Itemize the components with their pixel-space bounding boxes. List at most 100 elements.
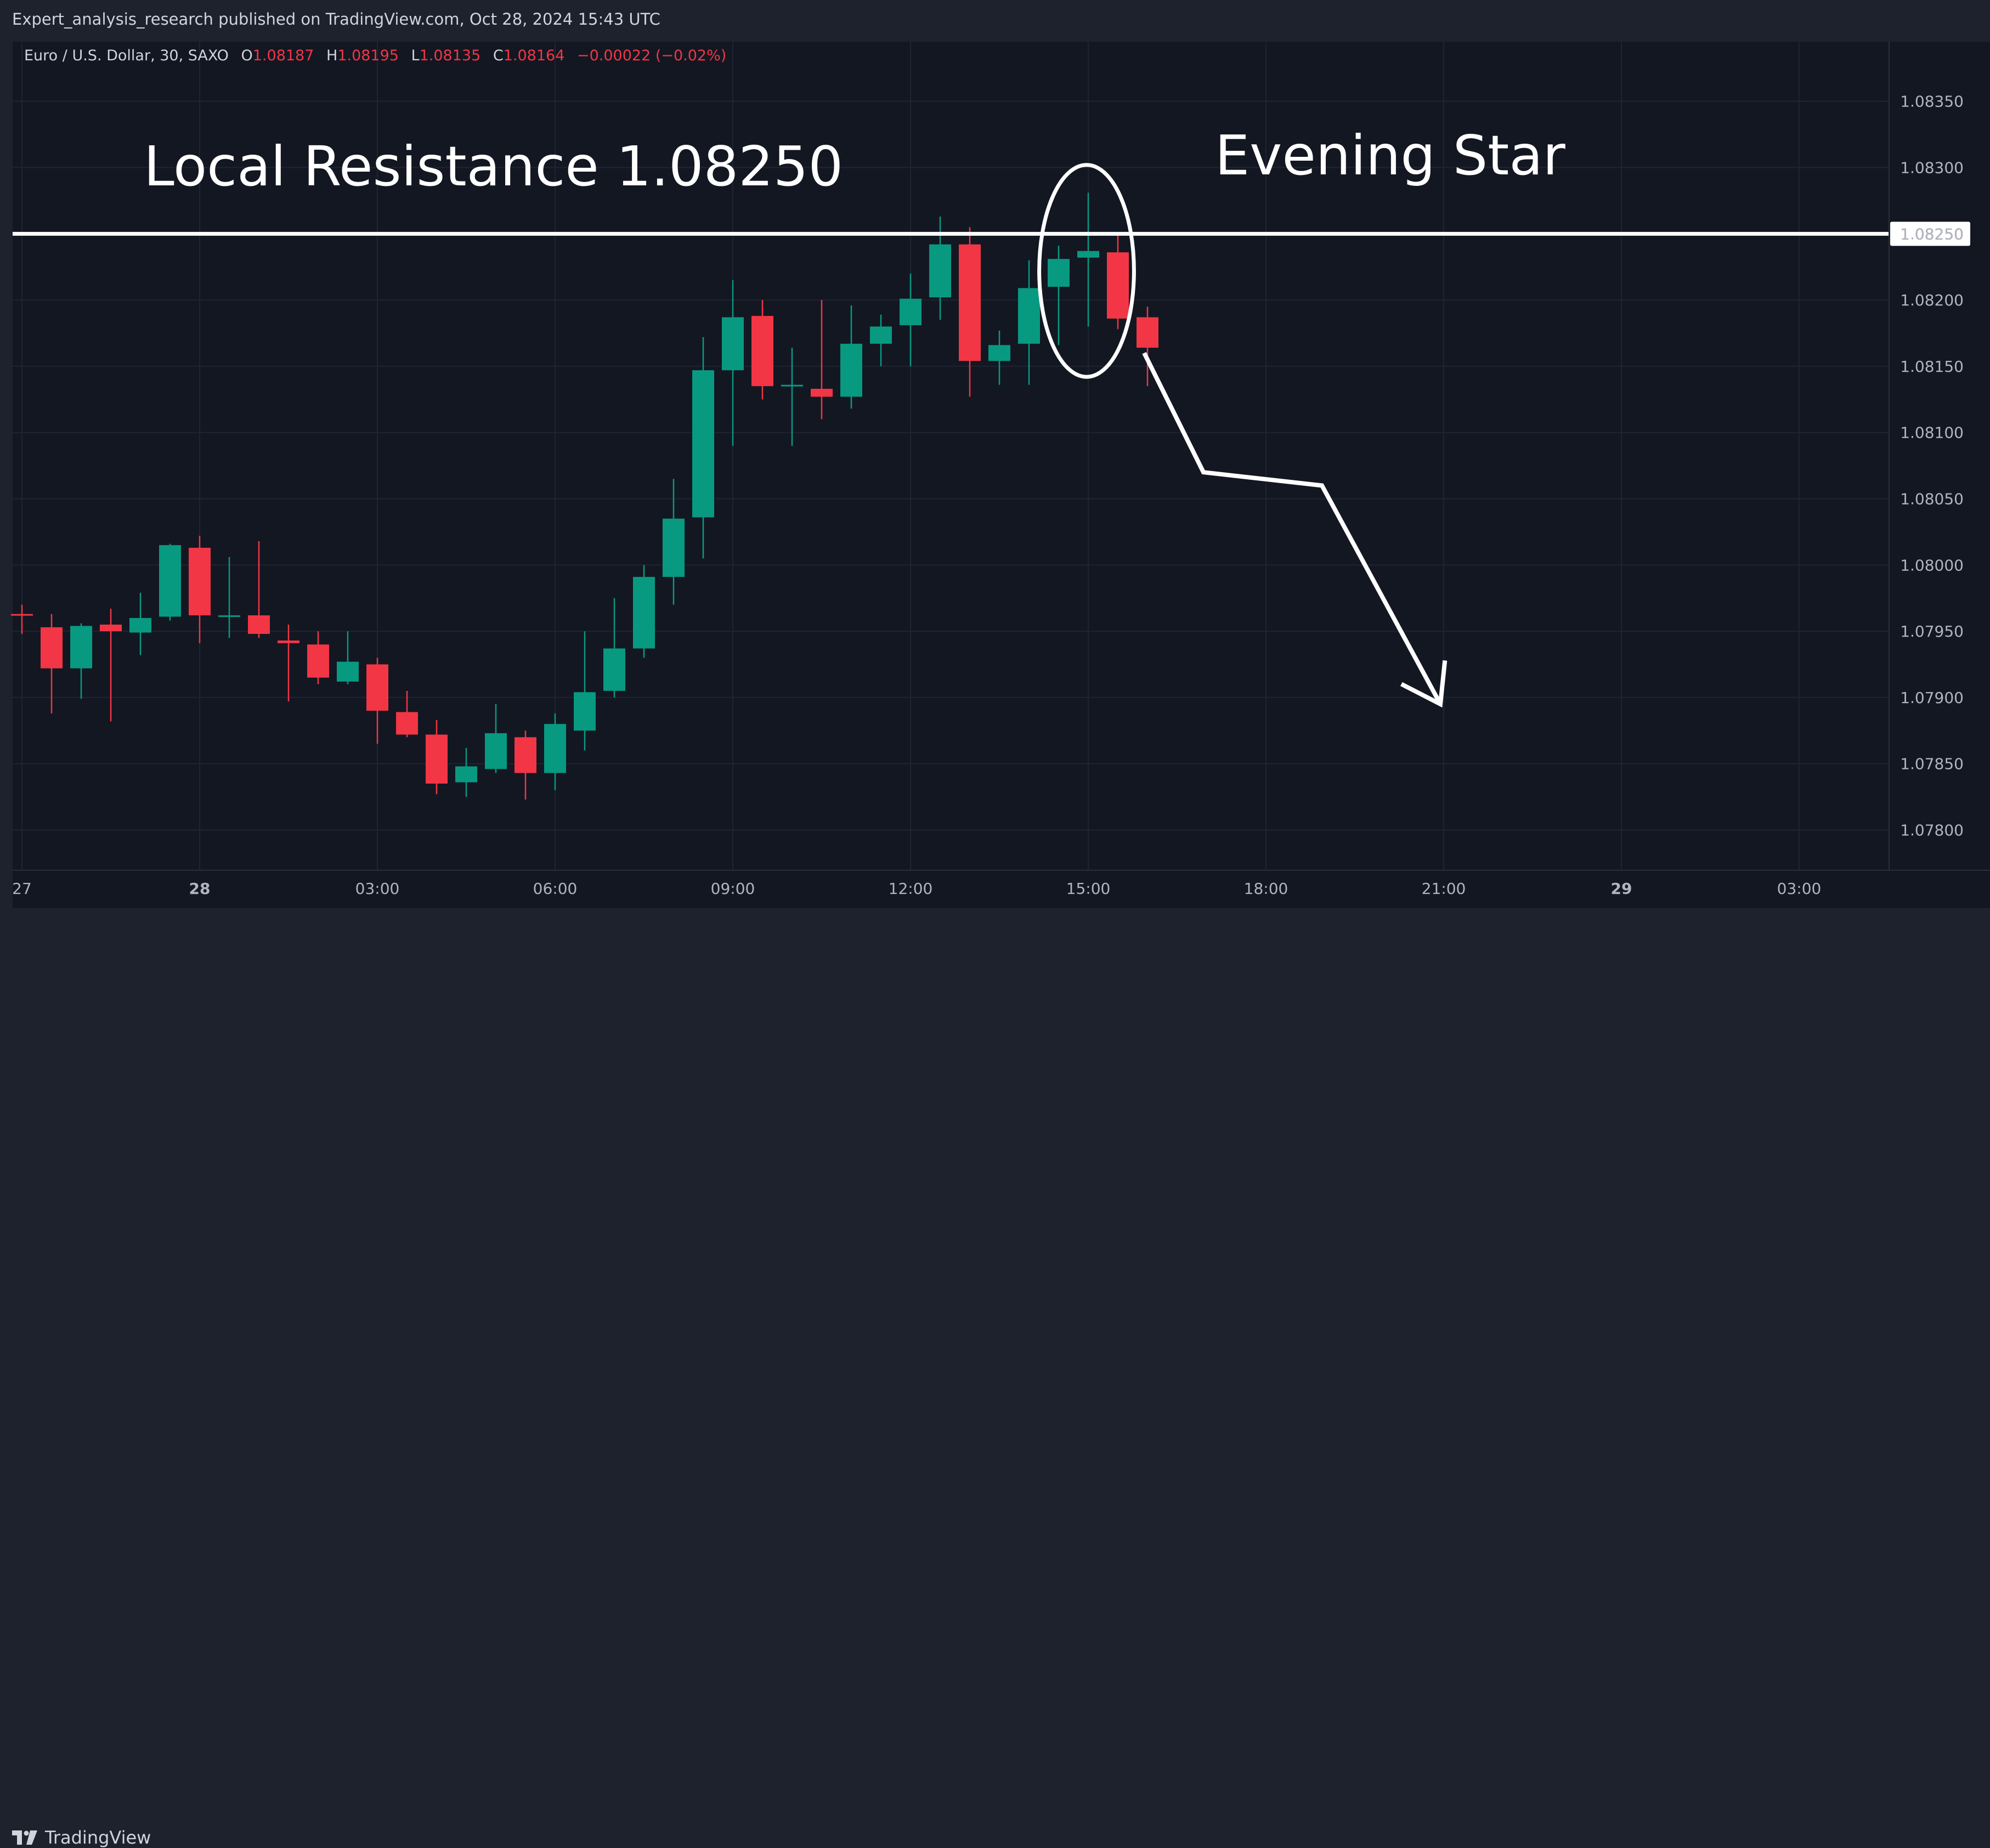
candle [1107, 234, 1129, 330]
axis-labels: 1.07800 1.07850 1.07900 1.07950 1.08000 1.080… [12, 93, 1964, 898]
price-axis[interactable] [1889, 42, 1990, 870]
resistance-label: Local Resistance 1.08250 [144, 134, 843, 199]
price-tick-label: 1.08300 [1900, 159, 1964, 177]
open-label: O [241, 47, 253, 64]
candle-body [455, 766, 477, 783]
candle [811, 300, 833, 420]
price-tick-label: 1.07950 [1900, 622, 1964, 640]
candle [366, 657, 388, 744]
time-tick-label: 27 [12, 880, 32, 898]
time-tick-label: 03:00 [1777, 880, 1822, 898]
low-value: 1.08135 [419, 47, 481, 64]
candle-body [189, 547, 211, 616]
candle-body [1137, 317, 1158, 348]
candle [692, 337, 714, 559]
change-value: −0.00022 (−0.02%) [576, 47, 727, 64]
symbol-name: Euro / U.S. Dollar, 30, SAXO [24, 47, 229, 64]
time-tick-label: 18:00 [1244, 880, 1288, 898]
time-tick-label: 21:00 [1422, 880, 1466, 898]
price-tick-label: 1.08350 [1900, 93, 1964, 111]
evening-star-label: Evening Star [1215, 123, 1566, 188]
candle [870, 314, 892, 366]
forecast-path [1142, 352, 1443, 705]
candle [218, 557, 240, 638]
candle [485, 704, 507, 773]
candle-body [840, 343, 862, 397]
candle [751, 300, 773, 400]
annotations: Local Resistance 1.08250 1.08250 Evening S… [13, 123, 1970, 708]
candle [663, 479, 685, 605]
candle [1077, 192, 1099, 327]
candle-body [1048, 259, 1070, 287]
candle-body [11, 614, 33, 616]
time-tick-label: 03:00 [355, 880, 400, 898]
resistance-price-badge [1890, 222, 1970, 246]
candle [455, 747, 477, 797]
time-axis[interactable] [13, 870, 1990, 909]
candle-body [900, 298, 921, 326]
time-tick-label: 28 [189, 880, 211, 898]
candle [515, 730, 536, 800]
candle-body [426, 734, 448, 784]
candle-body [485, 733, 507, 769]
candle [544, 713, 566, 791]
candle [189, 536, 211, 643]
price-tick-label: 1.08150 [1900, 358, 1964, 376]
candle [1048, 246, 1070, 345]
price-tick-label: 1.08250 [1900, 225, 1964, 243]
tradingview-logo[interactable]: TradingView [12, 1827, 151, 1848]
price-tick-label: 1.08200 [1900, 291, 1964, 309]
candle [959, 227, 981, 397]
time-tick-label: 15:00 [1066, 880, 1111, 898]
candle [988, 330, 1010, 385]
candle [603, 598, 625, 698]
candle [41, 614, 63, 713]
candle-body [366, 664, 388, 711]
candle-body [1018, 288, 1040, 344]
resistance-price-label: 1.08250 [1900, 225, 1964, 243]
price-tick-label: 1.08050 [1900, 490, 1964, 508]
candle [722, 280, 744, 446]
time-tick-label: 09:00 [711, 880, 755, 898]
candle-body [633, 577, 655, 649]
candle [1137, 307, 1158, 387]
candle-body [959, 244, 981, 361]
header-bar: Expert_analysis_research published on Tr… [0, 0, 1990, 42]
candle [633, 565, 655, 658]
candle [426, 719, 448, 795]
candle-body [870, 326, 892, 344]
candle-body [811, 388, 833, 397]
close-value: 1.08164 [503, 47, 565, 64]
time-tick-label: 12:00 [889, 880, 933, 898]
close-label: C [493, 47, 504, 64]
candle [278, 625, 299, 702]
candle [840, 305, 862, 409]
high-label: H [326, 47, 338, 64]
candle [900, 273, 921, 366]
candle-body [129, 617, 151, 633]
candle [248, 541, 270, 638]
candle [1018, 260, 1040, 385]
candle [574, 631, 596, 751]
forecast-arrowhead [1400, 660, 1448, 708]
candle-body [929, 244, 951, 298]
candles [11, 192, 1158, 800]
footer-bar: TradingView [0, 908, 1990, 1848]
candle [100, 609, 122, 722]
candle-body [218, 615, 240, 617]
candle-body [41, 627, 63, 668]
candlestick-chart[interactable]: Local Resistance 1.08250 1.08250 Evening S… [0, 0, 1990, 956]
candle-body [722, 317, 744, 371]
candle-body [278, 640, 299, 643]
candle-body [663, 518, 685, 577]
price-tick-label: 1.07900 [1900, 689, 1964, 707]
candle-body [574, 692, 596, 731]
symbol-legend: Euro / U.S. Dollar, 30, SAXO O1.08187 H1… [24, 47, 726, 64]
price-tick-label: 1.08000 [1900, 556, 1964, 574]
candle-body [396, 712, 418, 735]
candle [159, 543, 181, 621]
tradingview-brand: TradingView [45, 1827, 151, 1848]
chart-pane[interactable] [13, 42, 1889, 870]
high-value: 1.08195 [337, 47, 399, 64]
candle-body [544, 724, 566, 773]
